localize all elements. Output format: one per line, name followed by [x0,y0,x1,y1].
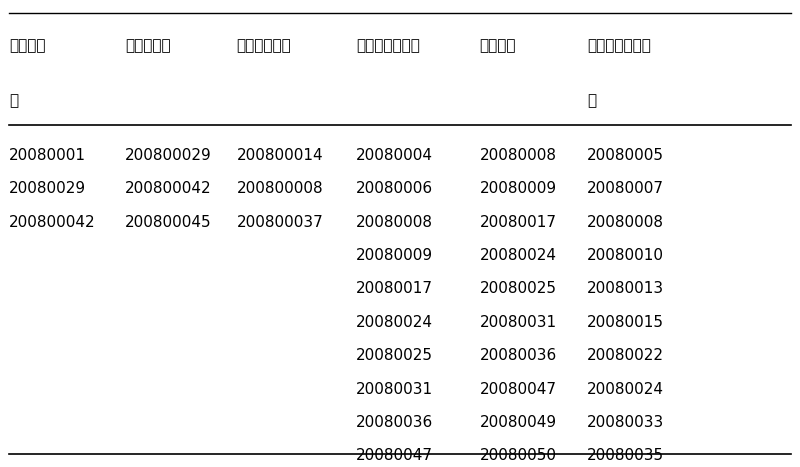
Text: 20080008: 20080008 [480,148,557,163]
Text: 20080017: 20080017 [356,282,433,297]
Text: 20080025: 20080025 [356,348,433,363]
Text: 20080036: 20080036 [356,415,434,430]
Text: 乙型脑炎病毒抗: 乙型脑炎病毒抗 [587,38,651,53]
Text: 20080031: 20080031 [356,382,434,396]
Text: 20080017: 20080017 [480,214,557,230]
Text: 20080024: 20080024 [480,248,557,263]
Text: 支原体阳性: 支原体阳性 [125,38,170,53]
Text: 猪瘟阳性: 猪瘟阳性 [480,38,516,53]
Text: 20080009: 20080009 [480,181,557,196]
Text: 牛腹泻病毒抗体: 牛腹泻病毒抗体 [356,38,420,53]
Text: 20080015: 20080015 [587,315,664,330]
Text: 200800014: 200800014 [237,148,323,163]
Text: 20080047: 20080047 [480,382,557,396]
Text: 20080009: 20080009 [356,248,434,263]
Text: 20080050: 20080050 [480,448,557,463]
Text: 20080005: 20080005 [587,148,664,163]
Text: 20080033: 20080033 [587,415,665,430]
Text: 200800029: 200800029 [125,148,212,163]
Text: 20080001: 20080001 [10,148,86,163]
Text: 20080010: 20080010 [587,248,664,263]
Text: 20080008: 20080008 [356,214,433,230]
Text: 200800008: 200800008 [237,181,323,196]
Text: 200800045: 200800045 [125,214,211,230]
Text: 20080024: 20080024 [587,382,664,396]
Text: 体: 体 [10,93,18,108]
Text: 血红蛋白超标: 血红蛋白超标 [237,38,291,53]
Text: 细菌阳性: 细菌阳性 [10,38,46,53]
Text: 体: 体 [587,93,597,108]
Text: 20080006: 20080006 [356,181,434,196]
Text: 20080013: 20080013 [587,282,665,297]
Text: 20080029: 20080029 [10,181,86,196]
Text: 20080022: 20080022 [587,348,664,363]
Text: 20080047: 20080047 [356,448,433,463]
Text: 20080008: 20080008 [587,214,664,230]
Text: 20080049: 20080049 [480,415,557,430]
Text: 200800042: 200800042 [10,214,96,230]
Text: 20080031: 20080031 [480,315,557,330]
Text: 20080007: 20080007 [587,181,664,196]
Text: 20080025: 20080025 [480,282,557,297]
Text: 200800042: 200800042 [125,181,211,196]
Text: 20080004: 20080004 [356,148,433,163]
Text: 200800037: 200800037 [237,214,323,230]
Text: 20080024: 20080024 [356,315,433,330]
Text: 20080036: 20080036 [480,348,557,363]
Text: 20080035: 20080035 [587,448,665,463]
